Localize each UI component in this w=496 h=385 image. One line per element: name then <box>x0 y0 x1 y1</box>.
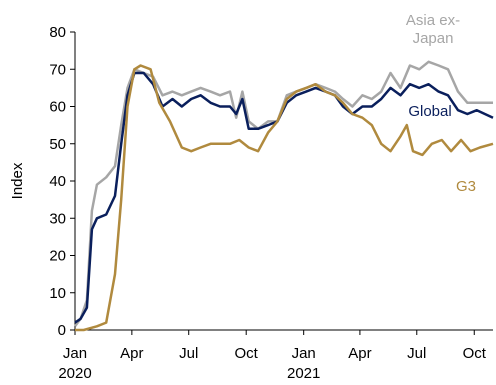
y-tick-label: 70 <box>49 61 66 78</box>
series-label: G3 <box>456 178 476 195</box>
x-axis: Jan 2020 Apr Jul Oct Jan 2021 Apr Jul Oct <box>58 329 493 382</box>
y-tick-label: 30 <box>49 210 66 227</box>
series-line-asia-ex-japan <box>73 60 493 328</box>
y-tick-label: 10 <box>49 285 66 302</box>
y-tick-label: 50 <box>49 136 66 153</box>
x-tick-label: Apr <box>348 345 371 362</box>
x-tick-label: Apr <box>120 345 143 362</box>
y-tick-label: 40 <box>49 173 66 190</box>
x-tick-label: Jan <box>63 345 87 362</box>
y-tick-label: 0 <box>58 322 66 339</box>
y-tick-label: 60 <box>49 99 66 116</box>
series-labels: Asia ex-Japan Global G3 <box>406 12 476 195</box>
series-line-global <box>74 71 494 324</box>
series-lines <box>73 60 494 332</box>
x-tick-label: Jul <box>179 345 198 362</box>
x-tick-label: Oct <box>463 345 487 362</box>
x-tick-label: Jan <box>292 345 316 362</box>
x-tick-year-label: 2021 <box>287 365 320 382</box>
series-label: Japan <box>413 30 454 47</box>
x-tick-label: Jul <box>407 345 426 362</box>
x-tick-label: Oct <box>235 345 259 362</box>
y-axis: 0 10 20 30 40 50 60 70 80 Index <box>9 24 76 339</box>
x-tick-year-label: 2020 <box>58 365 91 382</box>
series-label: Asia ex- <box>406 12 460 29</box>
y-tick-label: 20 <box>49 248 66 265</box>
y-tick-label: 80 <box>49 24 66 41</box>
series-label: Global <box>408 103 451 120</box>
y-axis-label: Index <box>9 162 26 199</box>
series-line-g3 <box>75 64 494 332</box>
